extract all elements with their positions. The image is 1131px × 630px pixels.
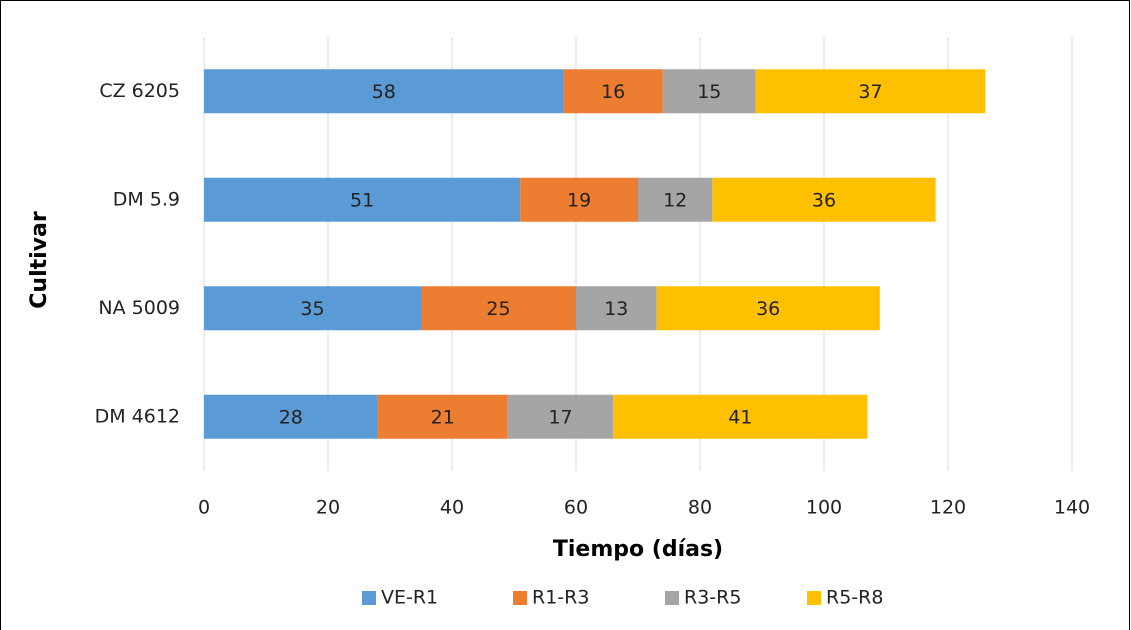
y-tick-label: DM 4612 <box>95 405 180 427</box>
x-tick-label: 80 <box>688 497 712 519</box>
x-tick-label: 60 <box>564 497 588 519</box>
legend-label: R5-R8 <box>826 587 883 609</box>
data-label: 16 <box>601 81 625 103</box>
legend-swatch <box>665 591 679 605</box>
bar-segment <box>520 177 638 222</box>
bar-segment <box>204 394 378 439</box>
x-tick-label: 140 <box>1054 497 1090 519</box>
bar-segment <box>712 177 936 222</box>
data-label: 19 <box>567 189 591 211</box>
y-tick-label: NA 5009 <box>98 297 180 319</box>
data-label: 37 <box>858 81 882 103</box>
bar-segment <box>204 177 521 222</box>
data-label: 41 <box>728 406 752 428</box>
x-axis-title: Tiempo (días) <box>553 537 723 562</box>
legend-swatch <box>362 591 376 605</box>
bar-segment <box>576 286 657 331</box>
x-tick-label: 40 <box>440 497 464 519</box>
bar-segment <box>613 394 868 439</box>
data-label: 25 <box>486 298 510 320</box>
data-label: 51 <box>350 189 374 211</box>
bar-segment <box>563 69 663 114</box>
y-axis-title: Cultivar <box>27 211 52 309</box>
data-label: 15 <box>697 81 721 103</box>
data-label: 28 <box>279 406 303 428</box>
x-tick-label: 0 <box>198 497 210 519</box>
bar-segment <box>662 69 756 114</box>
bar-segment <box>755 69 986 114</box>
y-tick-label: CZ 6205 <box>99 80 180 102</box>
x-tick-label: 20 <box>316 497 340 519</box>
legend-label: R3-R5 <box>684 587 741 609</box>
x-tick-label: 100 <box>806 497 842 519</box>
bar-segment <box>204 286 421 331</box>
data-label: 58 <box>372 81 396 103</box>
data-label: 17 <box>548 406 572 428</box>
bar-segment <box>377 394 508 439</box>
legend-swatch <box>513 591 527 605</box>
legend-swatch <box>807 591 821 605</box>
bar-segment <box>507 394 614 439</box>
bar-segment <box>421 286 576 331</box>
data-label: 36 <box>812 189 836 211</box>
y-tick-label: DM 5.9 <box>113 188 180 210</box>
data-label: 12 <box>663 189 687 211</box>
data-label: 36 <box>756 298 780 320</box>
bar-segment <box>656 286 880 331</box>
x-tick-label: 120 <box>930 497 966 519</box>
bar-segment <box>204 69 564 114</box>
legend-label: VE-R1 <box>381 587 438 609</box>
data-label: 13 <box>604 298 628 320</box>
bar-segment <box>638 177 713 222</box>
legend-label: R1-R3 <box>532 587 589 609</box>
data-label: 35 <box>300 298 324 320</box>
data-label: 21 <box>431 406 455 428</box>
